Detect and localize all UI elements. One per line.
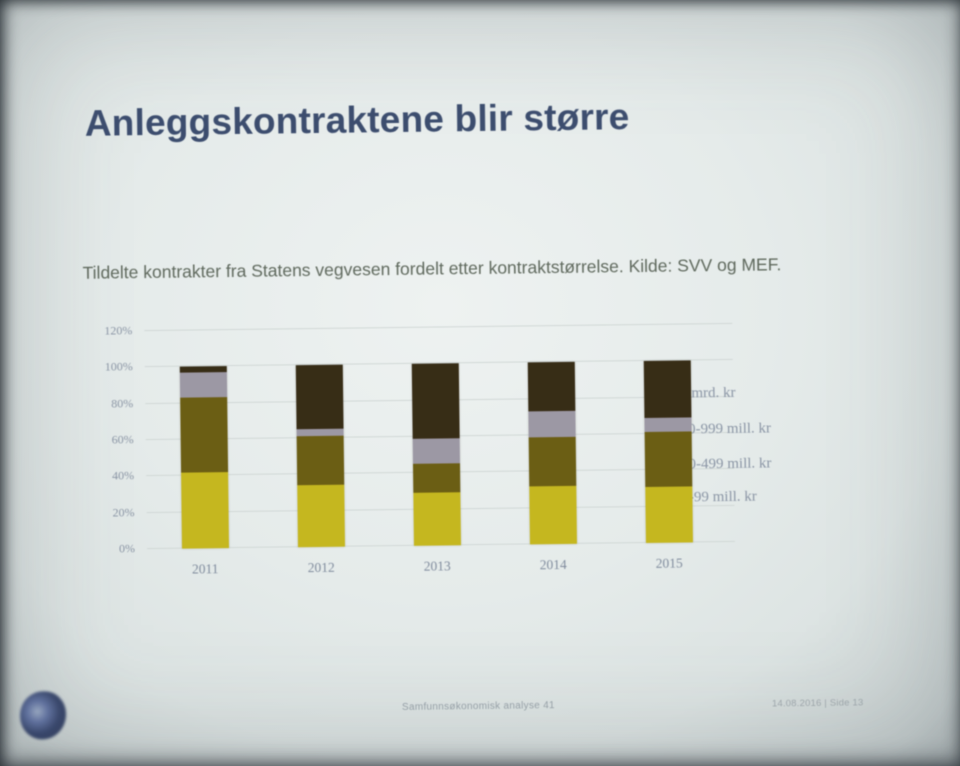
- y-axis-tick-label: 60%: [111, 432, 134, 447]
- bar-segment: [527, 362, 575, 412]
- x-axis-label: 2015: [655, 555, 683, 571]
- bar-segment: [643, 360, 691, 418]
- bar-segment: [644, 431, 692, 487]
- bar-segment: [527, 411, 576, 438]
- bar-segment: [412, 463, 460, 494]
- bar-segment: [295, 365, 344, 430]
- company-logo-icon: [19, 691, 67, 740]
- footer-date-page: 14.08.2016 | Side 13: [771, 697, 864, 710]
- bar-2013: [411, 363, 461, 546]
- bar-segment: [180, 471, 229, 549]
- bar-segment: [528, 436, 576, 487]
- bar-2012: [295, 365, 345, 548]
- bar-segment: [179, 397, 228, 473]
- y-axis-tick-label: 100%: [104, 359, 133, 374]
- bar-2014: [527, 362, 577, 545]
- bar-segment: [296, 484, 345, 548]
- bar-segment: [179, 371, 227, 398]
- footer-source-text: Samfunnsøkonomisk analyse 41: [401, 700, 555, 713]
- chart-caption: Tildelte kontrakter fra Statens vegvesen…: [82, 254, 782, 283]
- bar-2011: [179, 366, 229, 549]
- stacked-bar-chart: 0% 20% 40% 60% 80% 100% 120% 2011 2012 2013 2014 2…: [104, 322, 735, 577]
- bar-segment: [644, 486, 693, 543]
- y-axis-tick-label: 80%: [111, 395, 134, 411]
- bar-segment: [528, 485, 577, 545]
- y-axis-tick-label: 40%: [112, 468, 135, 483]
- y-axis-tick-label: 20%: [112, 504, 135, 520]
- x-axis-label: 2011: [191, 561, 219, 577]
- bar-segment: [411, 363, 460, 439]
- slide-title: Anleggskontraktene blir større: [84, 96, 630, 144]
- x-axis-label: 2012: [307, 559, 335, 576]
- bar-segment: [643, 417, 692, 433]
- y-axis-tick-label: 0%: [118, 541, 136, 556]
- bar-segment: [412, 492, 461, 546]
- bar-segment: [296, 435, 344, 486]
- x-axis-label: 2013: [423, 558, 451, 574]
- bar-segment: [412, 438, 460, 465]
- y-axis-tick-label: 120%: [104, 323, 133, 338]
- bar-2015: [643, 360, 693, 543]
- bars: [144, 324, 727, 549]
- x-axis-label: 2014: [539, 556, 567, 573]
